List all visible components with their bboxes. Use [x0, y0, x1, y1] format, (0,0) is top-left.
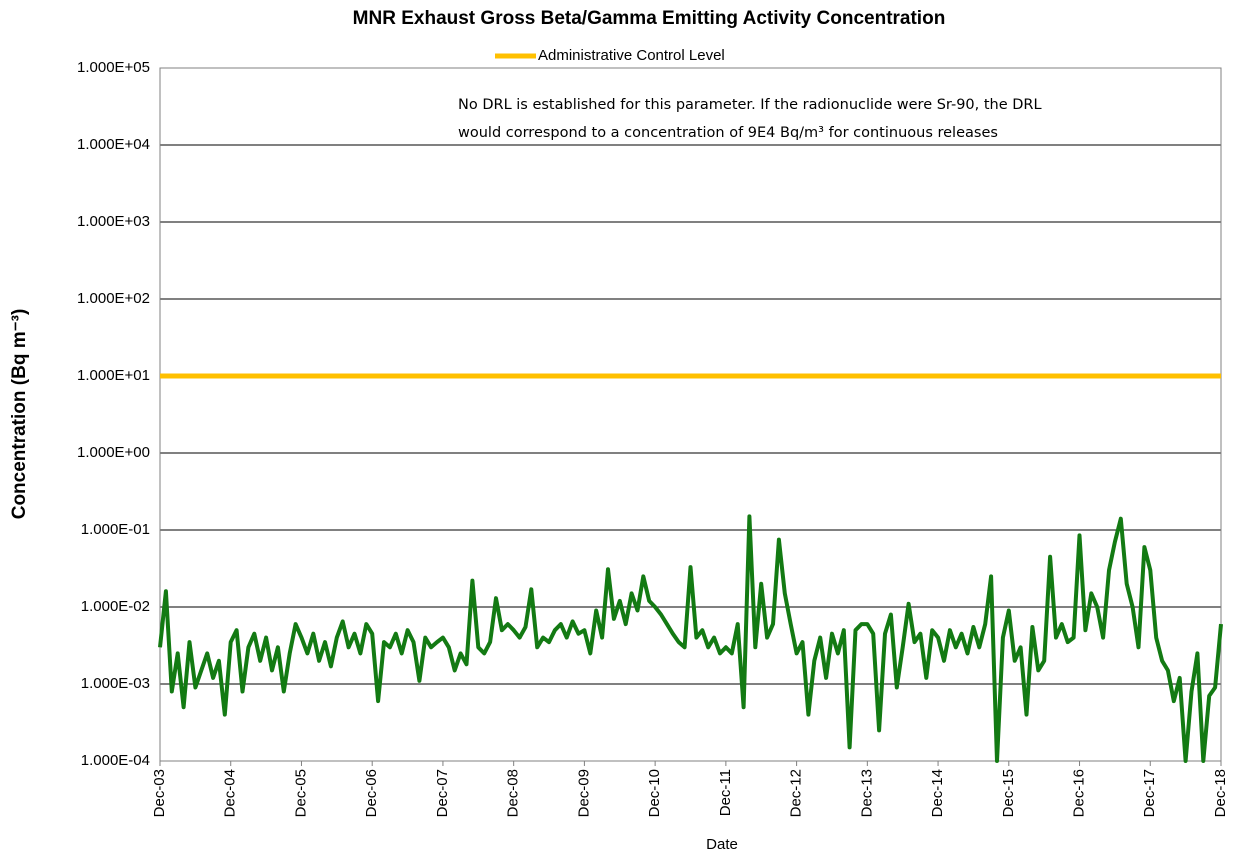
- x-tick-label: Dec-11: [717, 769, 734, 816]
- x-tick-label: Dec-14: [929, 769, 946, 817]
- x-tick-label: Dec-07: [434, 769, 451, 817]
- legend-label: Administrative Control Level: [538, 47, 725, 64]
- y-tick-label: 1.000E+01: [77, 367, 150, 384]
- x-tick-label: Dec-09: [575, 769, 592, 817]
- x-tick-label: Dec-12: [788, 769, 805, 817]
- y-tick-label: 1.000E-03: [81, 675, 150, 692]
- x-tick-label: Dec-04: [222, 769, 239, 817]
- x-tick-label: Dec-13: [858, 769, 875, 817]
- x-tick-label: Dec-15: [1000, 769, 1017, 817]
- y-axis-label: Concentration (Bq m⁻³): [9, 309, 30, 520]
- x-tick-label: Dec-05: [292, 769, 309, 817]
- y-tick-label: 1.000E+02: [77, 290, 150, 307]
- y-tick-label: 1.000E+05: [77, 59, 150, 76]
- x-tick-label: Dec-06: [363, 769, 380, 817]
- x-tick-label: Dec-10: [646, 769, 663, 817]
- y-tick-label: 1.000E-02: [81, 598, 150, 615]
- data-line: [158, 514, 1223, 763]
- y-tick-label: 1.000E-01: [81, 521, 150, 538]
- y-tick-label: 1.000E+04: [77, 136, 150, 153]
- annotation: No DRL is established for this parameter…: [458, 97, 1042, 113]
- x-axis-label: Date: [706, 836, 738, 853]
- y-tick-label: 1.000E-04: [81, 752, 150, 769]
- x-tick-label: Dec-08: [505, 769, 522, 817]
- y-tick-label: 1.000E+03: [77, 213, 150, 230]
- y-tick-label: 1.000E+00: [77, 444, 150, 461]
- x-tick-label: Dec-16: [1071, 769, 1088, 817]
- annotation: would correspond to a concentration of 9…: [458, 125, 998, 141]
- chart-title: MNR Exhaust Gross Beta/Gamma Emitting Ac…: [353, 8, 946, 29]
- x-tick-label: Dec-03: [151, 769, 168, 817]
- x-tick-label: Dec-17: [1141, 769, 1158, 817]
- x-tick-label: Dec-18: [1212, 769, 1229, 817]
